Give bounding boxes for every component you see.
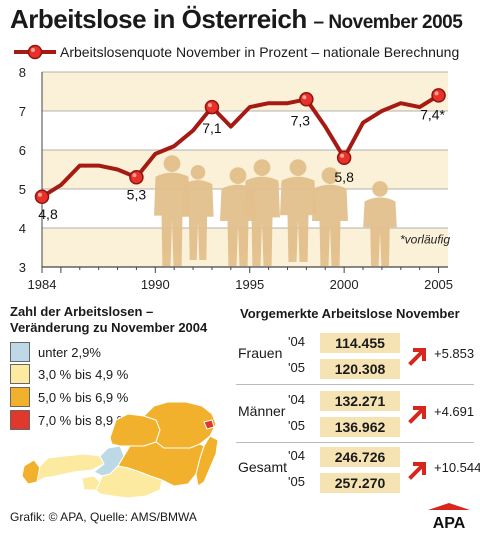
stats-row-maenner: Männer '04 132.271 '05 136.962 +4.691 xyxy=(236,388,476,440)
year-label: '05 xyxy=(288,418,305,433)
data-label: 7,3 xyxy=(291,112,311,128)
legend-swatch xyxy=(10,410,30,430)
data-point-highlight xyxy=(38,192,42,197)
arrow-up-right-icon xyxy=(408,462,426,480)
arrow-up-right-icon xyxy=(408,406,426,424)
year-label: '04 xyxy=(288,334,305,349)
map-region-kaernten xyxy=(95,465,163,499)
year-label: '05 xyxy=(288,474,305,489)
data-point xyxy=(204,99,220,115)
value-2004: 246.726 xyxy=(320,447,400,467)
data-label: 7,1 xyxy=(202,120,222,136)
title-sub: – November 2005 xyxy=(313,12,463,33)
austria-map xyxy=(21,401,219,499)
map-title-line1: Zahl der Arbeitslosen – xyxy=(10,304,154,319)
data-point-highlight xyxy=(302,95,307,100)
map-title: Zahl der Arbeitslosen – Veränderung zu N… xyxy=(10,304,207,336)
silhouette-figure xyxy=(280,159,316,262)
map-region-tirol xyxy=(36,453,105,483)
data-label: 5,3 xyxy=(127,186,147,202)
data-label: 7,4* xyxy=(420,106,445,122)
y-tick-label: 4 xyxy=(19,221,26,236)
stats-row-gesamt: Gesamt '04 246.726 '05 257.270 +10.544 xyxy=(236,444,480,496)
stats-title: Vorgemerkte Arbeitslose November xyxy=(240,306,460,321)
silhouette-figure xyxy=(363,181,397,266)
data-point-highlight xyxy=(132,173,137,178)
legend-swatch xyxy=(10,387,30,407)
year-label: '04 xyxy=(288,448,305,463)
svg-text:APA: APA xyxy=(433,515,466,530)
data-label: 5,8 xyxy=(334,169,354,185)
grid-band xyxy=(42,72,448,111)
series-line xyxy=(40,93,440,199)
stats-row-label: Frauen xyxy=(238,345,283,361)
data-label: 4,8 xyxy=(38,206,58,222)
map-legend-item: unter 2,9% xyxy=(10,342,230,364)
data-point xyxy=(336,150,352,166)
change-value: +4.691 xyxy=(434,404,475,419)
data-point xyxy=(129,170,144,185)
title-main: Arbeitslose in Österreich xyxy=(10,4,307,34)
legend-item-label: unter 2,9% xyxy=(38,345,101,360)
value-2005: 257.270 xyxy=(320,473,400,493)
legend-line-icon xyxy=(14,44,56,60)
y-tick-label: 7 xyxy=(19,104,26,119)
x-tick-label: 1995 xyxy=(235,277,264,292)
x-tick-label: 1984 xyxy=(28,277,57,292)
stats-row-label: Männer xyxy=(238,403,286,419)
legend-item-label: 5,0 % bis 6,9 % xyxy=(38,390,129,405)
y-tick-label: 3 xyxy=(19,260,26,275)
stats-row-label: Gesamt xyxy=(238,459,288,475)
silhouette-figure xyxy=(154,155,190,266)
map-title-line2: Veränderung zu November 2004 xyxy=(10,320,208,335)
source-footer: Grafik: © APA, Quelle: AMS/BMWA xyxy=(10,510,197,524)
arrow-up-right-icon xyxy=(408,348,426,366)
apa-logo: APA xyxy=(428,503,470,530)
legend-item-label: 7,0 % bis 8,9 % xyxy=(38,413,129,428)
map-legend-item: 3,0 % bis 4,9 % xyxy=(10,364,230,386)
data-point-highlight xyxy=(340,153,345,158)
data-point xyxy=(34,189,50,205)
x-tick-label: 2000 xyxy=(330,277,359,292)
silhouette-figure xyxy=(244,159,280,266)
map-legend-item: 7,0 % bis 8,9 % xyxy=(10,410,230,432)
change-value: +5.853 xyxy=(434,346,475,361)
grid-band xyxy=(42,150,448,189)
legend-swatch xyxy=(10,342,30,362)
silhouette-figure xyxy=(312,167,348,266)
change-value: +10.544 xyxy=(434,460,480,475)
x-tick-label: 2005 xyxy=(424,277,453,292)
y-tick-label: 8 xyxy=(19,65,26,80)
value-2004: 114.455 xyxy=(320,333,400,353)
page-title: Arbeitslose in Österreich – November 200… xyxy=(10,4,463,35)
legend-item-label: 3,0 % bis 4,9 % xyxy=(38,367,129,382)
divider xyxy=(236,442,474,443)
legend-label: Arbeitslosenquote November in Prozent – … xyxy=(60,44,460,60)
silhouette-figure xyxy=(182,165,214,260)
map-legend-item: 5,0 % bis 6,9 % xyxy=(10,387,230,409)
data-point-highlight xyxy=(207,103,212,108)
y-tick-label: 6 xyxy=(19,143,26,158)
data-point xyxy=(299,92,314,107)
x-tick-label: 1990 xyxy=(141,277,170,292)
divider xyxy=(236,384,474,385)
year-label: '05 xyxy=(288,360,305,375)
map-region-wien xyxy=(203,419,215,430)
value-2005: 120.308 xyxy=(320,359,400,379)
legend-swatch xyxy=(10,364,30,384)
line-chart: 3 4 5 6 7 8 1984 1990 1995 2000 2005 4,8 5,3 7,1 7,3 5,… xyxy=(19,65,453,292)
map-region-niederoesterreich xyxy=(143,401,217,449)
data-point-highlight xyxy=(434,91,439,96)
data-point xyxy=(431,88,446,103)
footnote: *vorläufig xyxy=(400,233,450,247)
year-label: '04 xyxy=(288,392,305,407)
value-2004: 132.271 xyxy=(320,391,400,411)
stats-row-frauen: Frauen '04 114.455 '05 120.308 +5.853 xyxy=(236,330,476,382)
y-tick-label: 5 xyxy=(19,182,26,197)
chart-legend: Arbeitslosenquote November in Prozent – … xyxy=(12,42,474,62)
value-2005: 136.962 xyxy=(320,417,400,437)
